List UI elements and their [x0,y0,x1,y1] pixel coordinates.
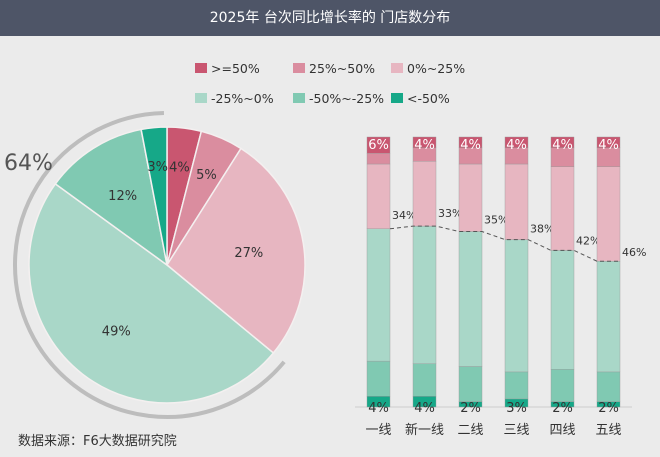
bar-segment [504,239,529,373]
bar-segment [504,163,529,240]
legend-label: -50%~-25% [309,91,384,106]
bar-segment [596,136,621,149]
bar-segment-label: 4% [506,138,527,153]
bar-segment-label: 4% [552,138,573,153]
bar-segment [366,360,391,397]
bar-segment-label: 4% [368,401,389,416]
source-note: 数据来源：F6大数据研究院 [18,434,177,449]
positive-share-label: 34% [392,209,416,222]
bar-segment [596,261,621,373]
pie-slice-label: 5% [196,168,217,183]
pie-slice-label: 3% [147,160,168,175]
bar-segment [596,371,621,402]
positive-share-label: 42% [576,234,600,247]
bar-segment [458,136,483,149]
negative-share-label: 64% [4,151,53,176]
category-label: 新一线 [405,422,444,438]
bar-segment-label: 6% [368,138,389,153]
bar-segment-label: 4% [414,401,435,416]
bar-segment [458,366,483,402]
bar-segment [366,136,391,154]
legend-swatch [293,93,305,103]
pie-slice [140,126,168,266]
bar-segment [504,371,529,400]
legend-swatch [195,93,207,103]
pie-slice [54,128,169,267]
positive-share-label: 46% [622,246,646,259]
bar-segment [366,228,391,362]
legend-label: 25%~50% [309,61,375,76]
bar-segment [412,225,437,365]
pie-slice-label: 27% [234,246,263,261]
legend-swatch [195,63,207,73]
bar-segment [550,250,575,370]
category-label: 三线 [503,423,529,438]
chart-title: 2025年 台次同比增长率的 门店数分布 [0,0,660,36]
bar-segment-label: 4% [460,138,481,153]
category-label: 二线 [457,423,483,438]
bar-segment [412,161,437,227]
bar-segment-label: 2% [552,401,573,416]
bar-segment [366,163,391,230]
bar-segment [550,369,575,402]
category-label: 一线 [365,423,391,438]
legend-label: >=50% [211,61,260,76]
pie-slice-label: 12% [108,189,137,204]
negative-share-arc [13,111,286,419]
pie-slice [28,182,275,404]
category-label: 四线 [549,423,575,438]
bar-segment [550,136,575,149]
bar-segment [458,163,483,232]
bar-segment-label: 2% [460,401,481,416]
bar-segment [504,136,529,149]
legend-swatch [293,63,305,73]
bar-segment-label: 2% [598,401,619,416]
legend-swatch [391,93,403,103]
legend-label: -25%~0% [211,91,274,106]
bar-segment [412,363,437,397]
legend-swatch [391,63,403,73]
legend-label: 0%~25% [407,61,465,76]
bar-segment-label: 4% [414,138,435,153]
bar-segment [458,231,483,367]
bar-segment [596,166,621,262]
positive-share-label: 38% [530,223,554,236]
bar-segment-label: 4% [598,138,619,153]
bar-segment [550,166,575,251]
positive-share-label: 35% [484,214,508,227]
pie-slice [166,147,306,355]
positive-share-label: 33% [438,207,462,220]
pie-slice-label: 49% [102,324,131,339]
pie-slice-label: 4% [169,160,190,175]
legend-label: <-50% [407,91,450,106]
bar-segment [366,152,391,165]
bar-segment-label: 3% [506,401,527,416]
bar-segment [412,136,437,149]
category-label: 五线 [595,423,621,438]
positive-share-connector [389,225,620,262]
